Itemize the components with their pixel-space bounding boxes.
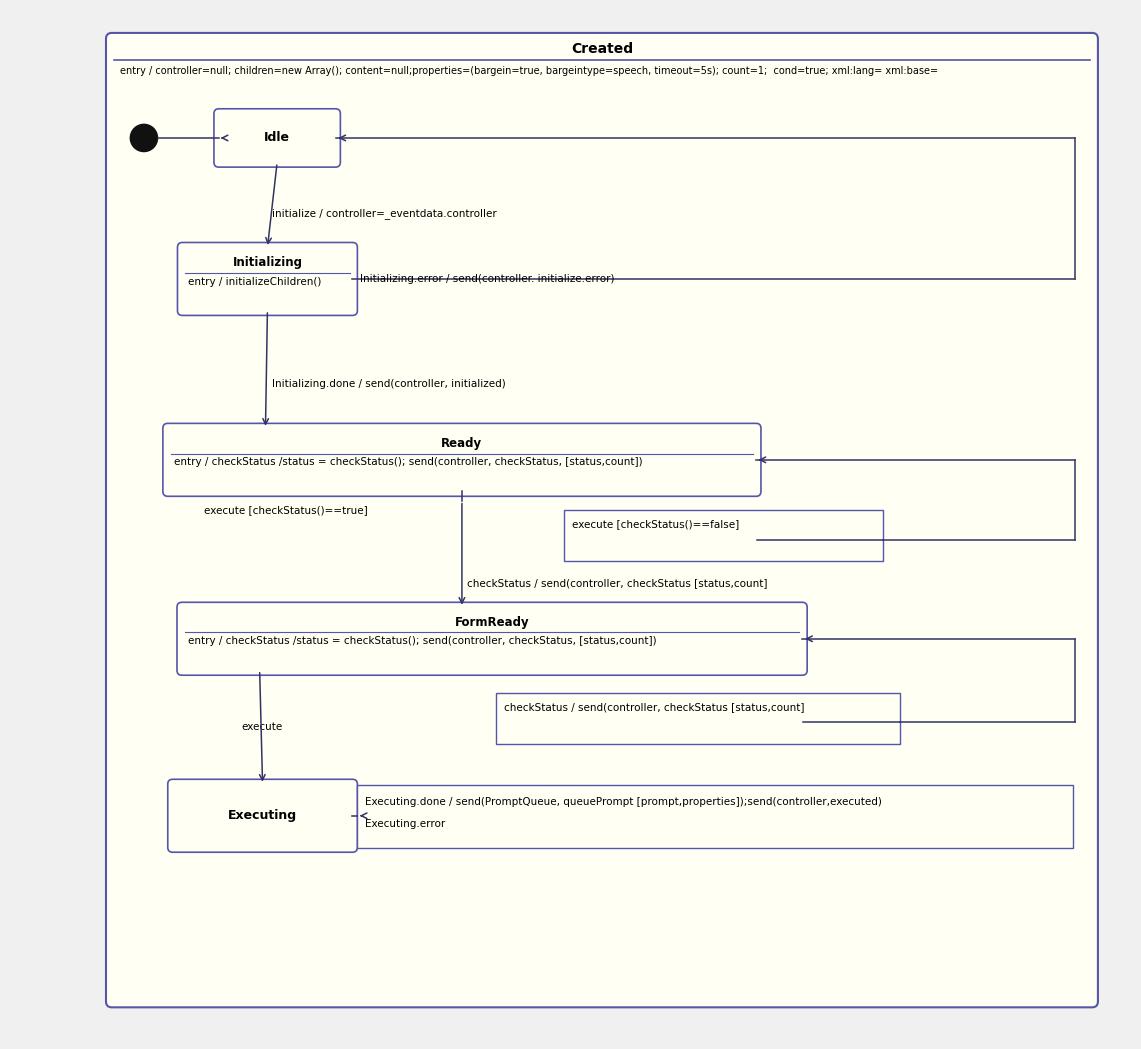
- Circle shape: [130, 125, 157, 151]
- Text: Executing.error: Executing.error: [365, 818, 445, 829]
- FancyBboxPatch shape: [106, 33, 1098, 1007]
- Text: checkStatus / send(controller, checkStatus [status,count]: checkStatus / send(controller, checkStat…: [467, 578, 767, 588]
- FancyBboxPatch shape: [163, 424, 761, 496]
- Text: entry / controller=null; children=new Array(); content=null;properties=(bargein=: entry / controller=null; children=new Ar…: [120, 66, 938, 76]
- Bar: [564, 511, 883, 561]
- FancyBboxPatch shape: [177, 602, 807, 676]
- Text: checkStatus / send(controller, checkStatus [status,count]: checkStatus / send(controller, checkStat…: [503, 702, 804, 712]
- Text: entry / checkStatus /status = checkStatus(); send(controller, checkStatus, [stat: entry / checkStatus /status = checkStatu…: [187, 637, 656, 646]
- Text: entry / initializeChildren(): entry / initializeChildren(): [188, 277, 322, 286]
- Bar: [496, 693, 899, 744]
- Text: Idle: Idle: [265, 131, 290, 145]
- FancyBboxPatch shape: [168, 779, 357, 852]
- Text: execute [checkStatus()==false]: execute [checkStatus()==false]: [572, 519, 739, 529]
- Text: Initializing.error / send(controller. initialize.error): Initializing.error / send(controller. in…: [359, 274, 614, 284]
- Text: Initializing: Initializing: [233, 256, 302, 270]
- Text: execute: execute: [241, 723, 283, 732]
- FancyBboxPatch shape: [215, 109, 340, 167]
- Bar: [357, 785, 1073, 848]
- Text: Ready: Ready: [442, 437, 483, 450]
- Text: Executing.done / send(PromptQueue, queuePrompt [prompt,properties]);send(control: Executing.done / send(PromptQueue, queue…: [365, 797, 882, 807]
- Text: FormReady: FormReady: [455, 616, 529, 629]
- FancyBboxPatch shape: [178, 242, 357, 316]
- Text: Created: Created: [570, 42, 633, 57]
- Text: entry / checkStatus /status = checkStatus(); send(controller, checkStatus, [stat: entry / checkStatus /status = checkStatu…: [173, 457, 642, 468]
- Text: Initializing.done / send(controller, initialized): Initializing.done / send(controller, ini…: [273, 379, 507, 389]
- Text: initialize / controller=_eventdata.controller: initialize / controller=_eventdata.contr…: [273, 209, 497, 219]
- Text: execute [checkStatus()==true]: execute [checkStatus()==true]: [204, 506, 367, 515]
- Text: Executing: Executing: [228, 809, 297, 822]
